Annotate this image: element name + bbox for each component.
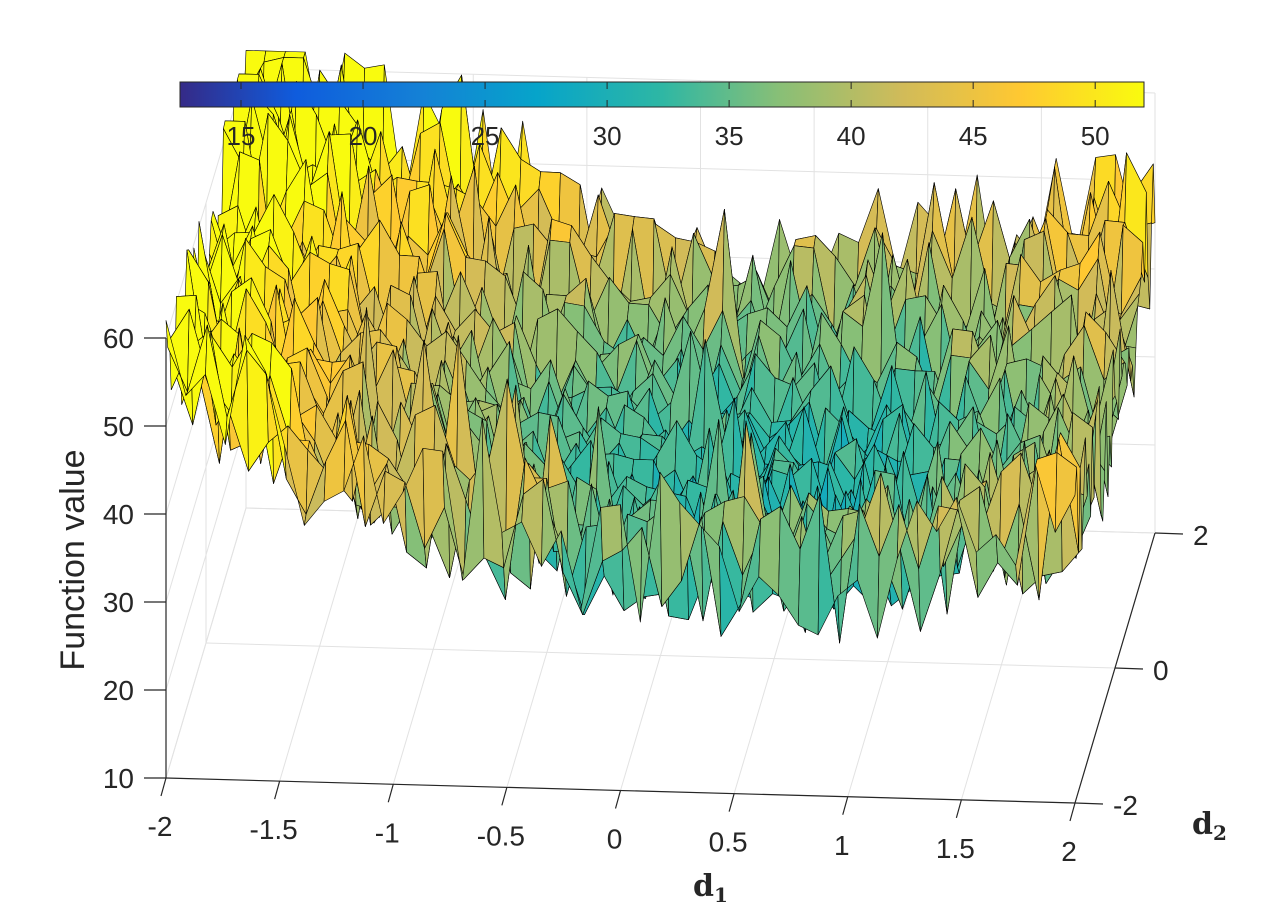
- x-tick-label: -1: [375, 817, 400, 848]
- colorbar-tick-label: 30: [593, 121, 622, 151]
- x-tick: [387, 784, 394, 803]
- z-tick-label: 20: [103, 675, 134, 706]
- x-tick: [501, 787, 508, 806]
- x-tick-label: -1.5: [250, 814, 298, 845]
- z-tick-label: 10: [103, 763, 134, 794]
- x-tick: [160, 777, 167, 797]
- x-axis-label: d1: [693, 869, 728, 907]
- grid-line: [205, 642, 1116, 669]
- y-tick-label: 2: [1193, 520, 1209, 551]
- y-tick: [1154, 532, 1184, 535]
- x-tick-label: -0.5: [477, 820, 525, 851]
- surface-patch: [1054, 452, 1077, 533]
- y-tick: [1114, 667, 1144, 670]
- y-tick: [1074, 802, 1104, 805]
- x-tick-label: 1.5: [936, 833, 975, 864]
- colorbar-tick-label: 45: [959, 121, 988, 151]
- surface-patch: [950, 328, 973, 359]
- z-tick-label: 50: [103, 411, 134, 442]
- x-tick: [842, 796, 849, 815]
- colorbar: 15 20 25 30 35 40 45 50: [179, 81, 1145, 151]
- z-axis-label: Function value: [54, 449, 92, 670]
- colorbar-ticks: 15 20 25 30 35 40 45 50: [227, 82, 1110, 151]
- x-tick: [1069, 802, 1076, 822]
- x-tick: [274, 780, 281, 800]
- x-tick: [728, 793, 735, 812]
- x-tick-label: 0.5: [709, 827, 748, 858]
- surface-mesh: [165, 50, 1156, 644]
- colorbar-tick-label: 35: [715, 121, 744, 151]
- x-tick: [955, 799, 962, 819]
- colorbar-tick-label: 25: [471, 121, 500, 151]
- y-tick-label: 0: [1153, 655, 1169, 686]
- x-tick: [614, 790, 622, 809]
- surface-patch: [283, 51, 306, 59]
- axes: 10 20 30 40 50 60 -2 -1.5 -1 -0.5 0 0.5 1 1.5 2 -2 0 2: [103, 323, 1209, 867]
- y-axis-label: d2: [1192, 807, 1227, 845]
- x-tick-label: 2: [1061, 836, 1077, 867]
- y-tick-label: -2: [1113, 790, 1138, 821]
- z-tick-label: 30: [103, 587, 134, 618]
- colorbar-tick-label: 40: [837, 121, 866, 151]
- x-tick-label: -2: [148, 811, 173, 842]
- z-tick-label: 60: [103, 323, 134, 354]
- colorbar-tick-label: 20: [349, 121, 378, 151]
- x-tick-label: 0: [607, 824, 623, 855]
- colorbar-bar: [179, 81, 1145, 108]
- colorbar-tick-label: 15: [227, 121, 256, 151]
- z-tick-label: 40: [103, 499, 134, 530]
- x-tick-label: 1: [834, 830, 850, 861]
- colorbar-tick-label: 50: [1081, 121, 1110, 151]
